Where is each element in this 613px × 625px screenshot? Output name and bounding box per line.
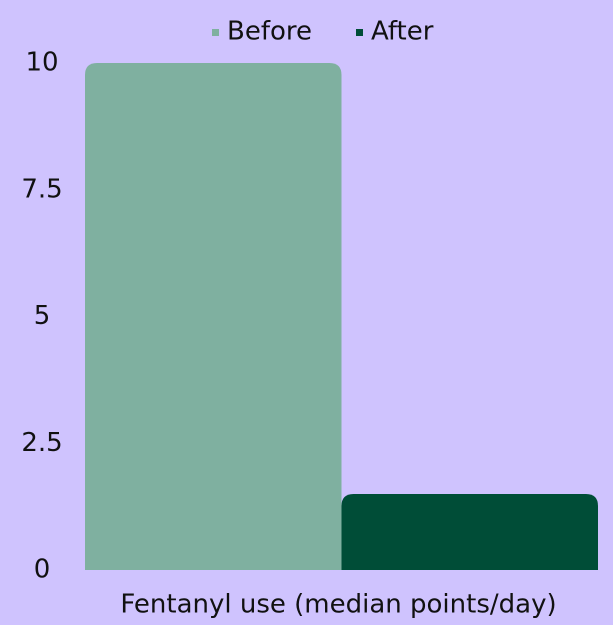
y-tick-label: 7.5 [21, 174, 62, 204]
bar [85, 63, 342, 570]
y-tick-label: 2.5 [21, 428, 62, 458]
y-tick-label: 0 [34, 555, 51, 585]
legend-label: Before [227, 17, 312, 47]
bar [341, 493, 598, 570]
y-tick-label: 10 [25, 48, 58, 78]
legend-label: After [371, 17, 434, 47]
y-tick-label: 5 [34, 301, 51, 331]
legend-swatch [356, 29, 363, 36]
legend-swatch [212, 29, 219, 36]
x-tick-label: Fentanyl use (median points/day) [120, 590, 556, 620]
